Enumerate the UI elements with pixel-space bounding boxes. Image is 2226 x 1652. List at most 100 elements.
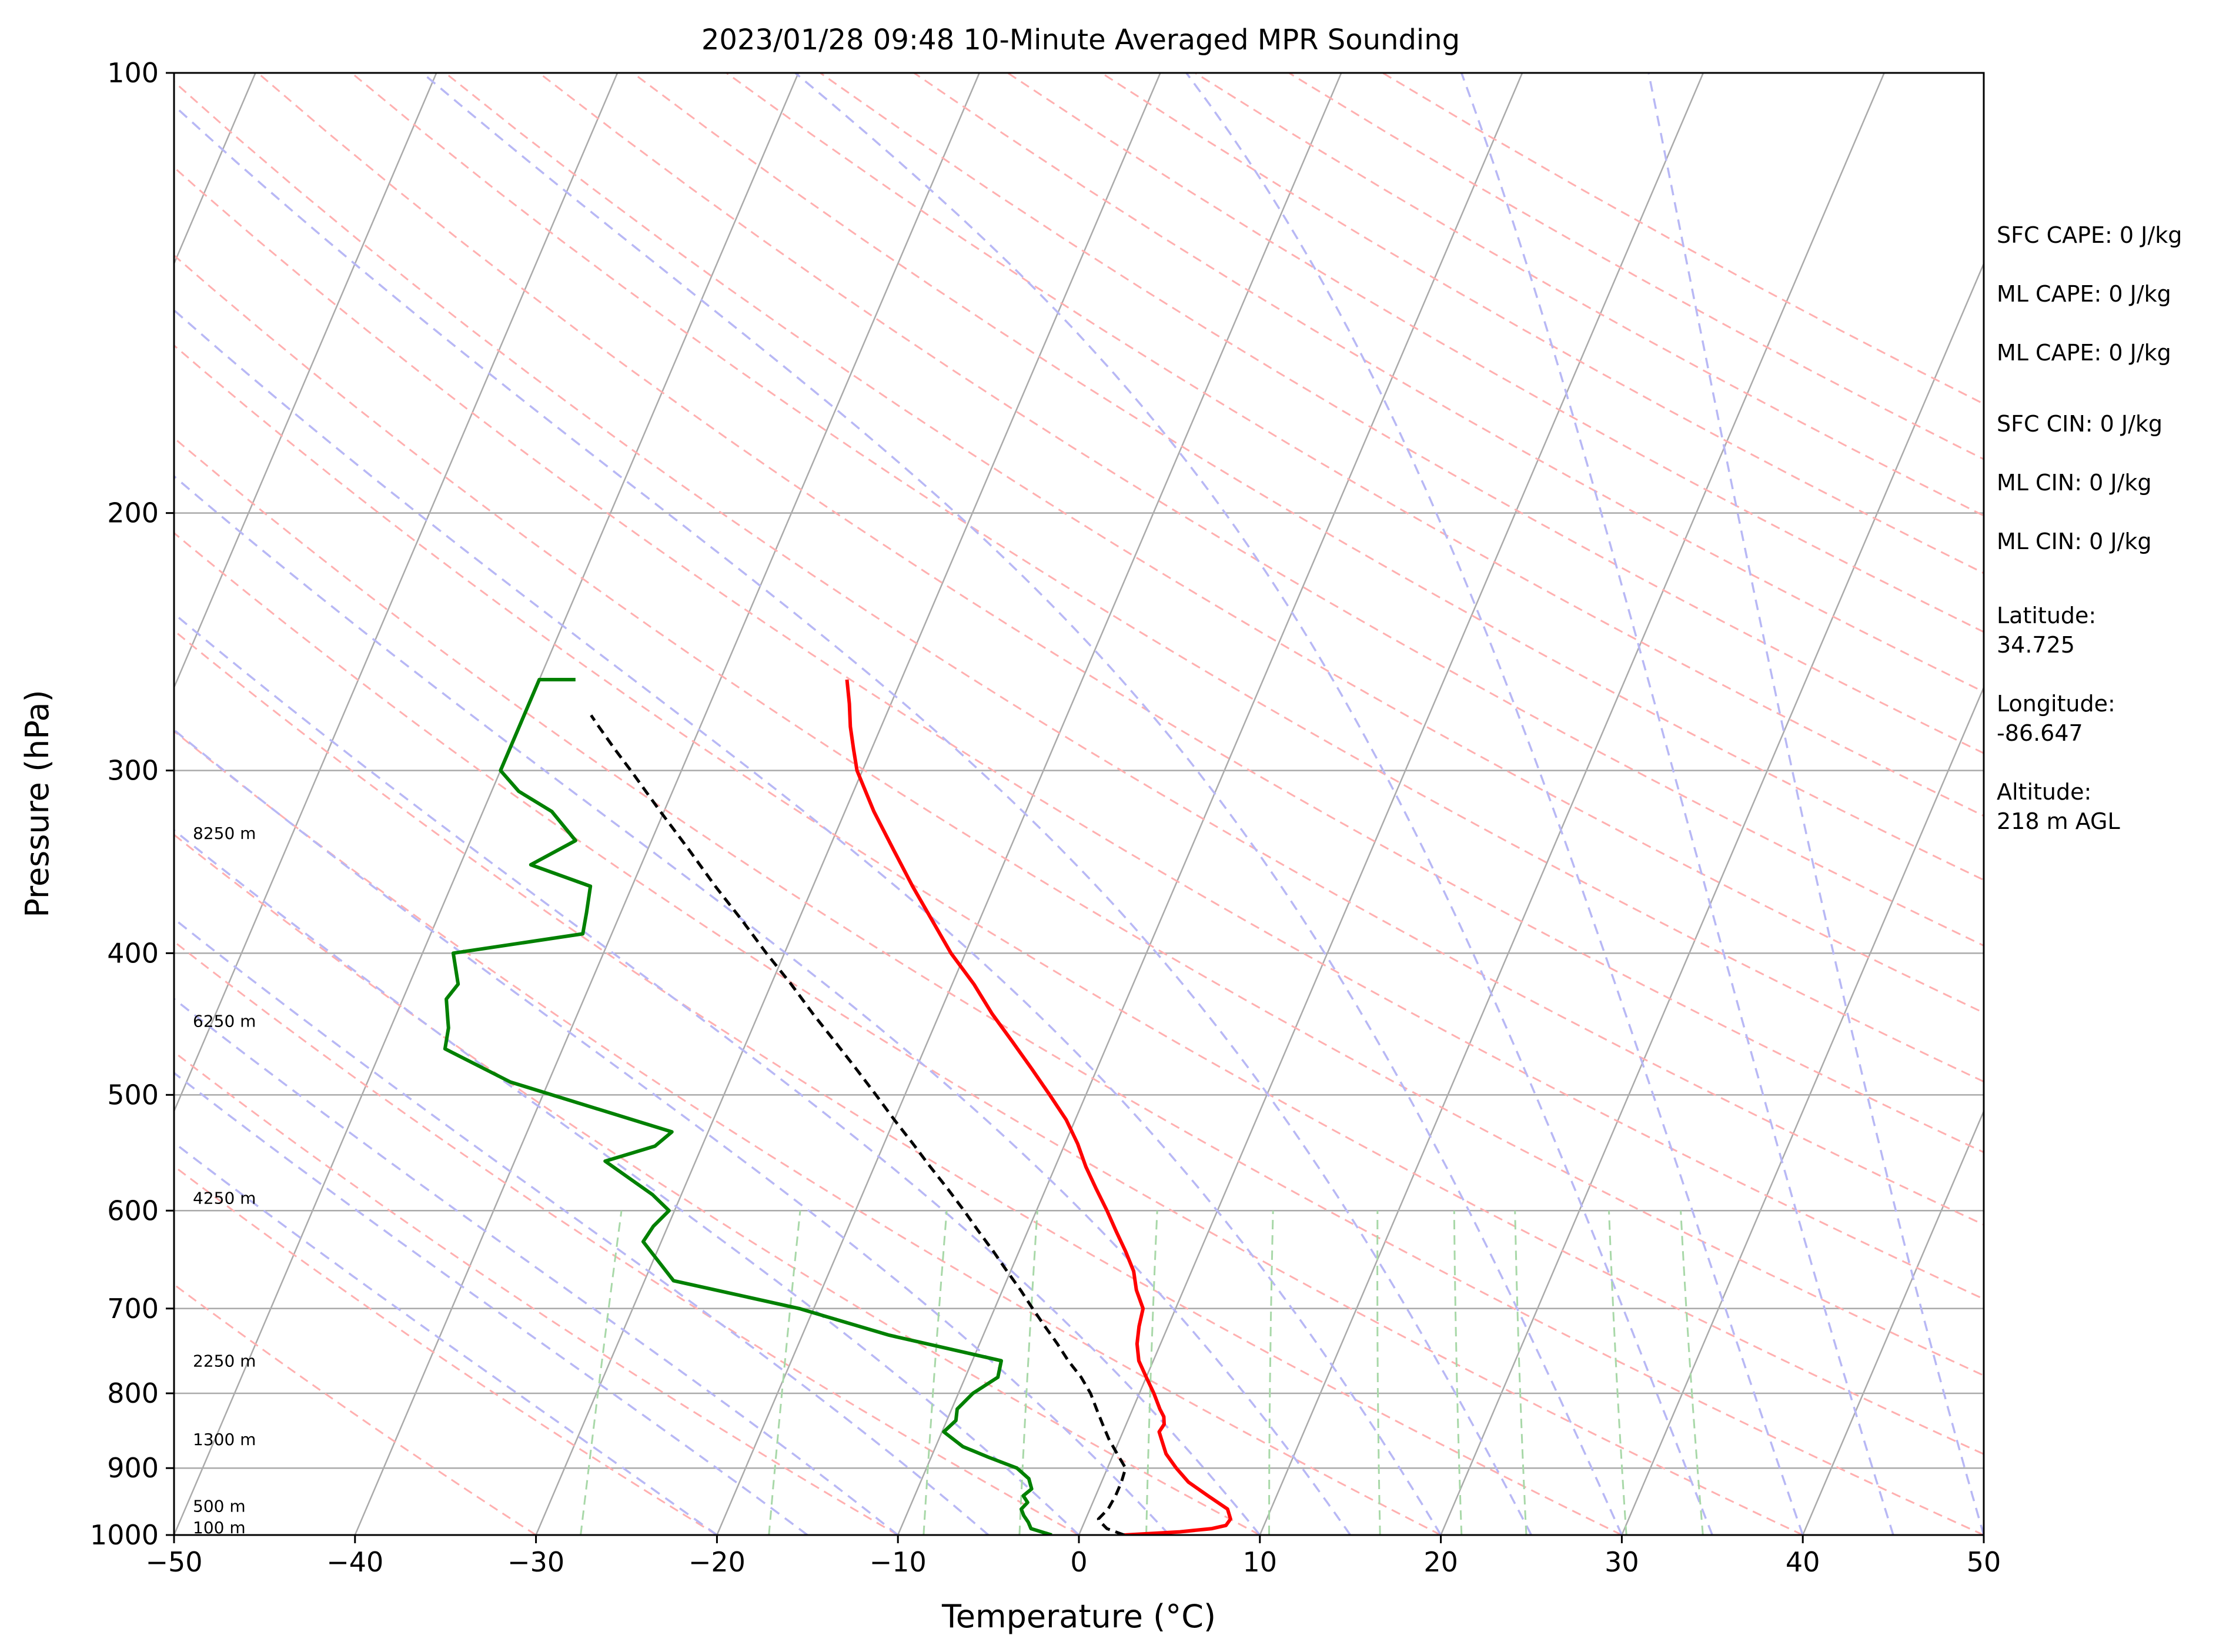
isotherm-line — [1259, 73, 1885, 1535]
dry-adiabat-line — [174, 436, 1984, 1535]
y-tick-label: 100 — [107, 57, 159, 89]
sounding-parameter-text: ML CIN: 0 J/kg — [1997, 470, 2151, 496]
x-tick-label: 20 — [1423, 1546, 1458, 1578]
mixing-ratio-line — [1453, 1210, 1463, 1535]
dry-adiabat-line — [174, 81, 1984, 1226]
x-tick-label: 50 — [1967, 1546, 2001, 1578]
sounding-parameter-text: ML CAPE: 0 J/kg — [1997, 340, 2171, 366]
isotherm-line — [897, 73, 1523, 1535]
mixing-ratio-line — [1376, 1210, 1381, 1535]
x-axis-label: Temperature (°C) — [941, 1598, 1216, 1635]
dry-adiabat-line — [913, 73, 1984, 693]
sounding-parameter-text: Latitude: 34.725 — [1997, 603, 2096, 658]
temperature-line — [845, 679, 1232, 1535]
dewpoint-line — [443, 678, 1052, 1535]
height-label: 6250 m — [193, 1011, 256, 1031]
moist-adiabat-line — [174, 474, 1352, 1535]
mixing-ratio-line — [1608, 1210, 1627, 1535]
x-tick-label: −50 — [145, 1546, 202, 1578]
sounding-parameter-text: ML CIN: 0 J/kg — [1997, 529, 2151, 554]
dry-adiabat-line — [174, 1283, 537, 1535]
moist-adiabat-line — [174, 917, 990, 1535]
y-tick-label: 900 — [107, 1452, 159, 1484]
y-axis-label: Pressure (hPa) — [19, 690, 56, 917]
isotherm-line — [1440, 262, 1984, 1535]
y-tick-label: 1000 — [90, 1519, 159, 1551]
dry-adiabat-line — [444, 73, 1984, 1014]
moist-adiabat-line — [1647, 73, 1984, 1535]
moist-adiabat-line — [174, 997, 899, 1535]
height-label: 8250 m — [193, 824, 256, 843]
dry-adiabat-line — [174, 344, 1984, 1456]
dry-adiabat-line — [174, 166, 1984, 1300]
mixing-ratio-line — [580, 1210, 623, 1535]
moist-adiabat-line — [174, 309, 1442, 1535]
isotherm-line — [174, 73, 800, 1535]
height-label: 500 m — [193, 1496, 246, 1516]
x-tick-label: 40 — [1786, 1546, 1820, 1578]
mixing-ratio-line — [1268, 1210, 1274, 1535]
x-tick-label: −40 — [326, 1546, 383, 1578]
x-tick-label: 30 — [1605, 1546, 1639, 1578]
dry-adiabat-line — [174, 531, 1803, 1535]
moist-adiabat-line — [1460, 73, 1894, 1535]
height-label: 1300 m — [193, 1430, 256, 1449]
isotherm-line — [1621, 685, 1984, 1535]
y-axis: 100 200 300 400 500 600 700 800 900 1000 — [90, 57, 174, 1551]
sounding-parameter-text: SFC CIN: 0 J/kg — [1997, 411, 2163, 437]
y-tick-label: 200 — [107, 497, 159, 529]
isotherm-line — [716, 73, 1342, 1535]
isotherm-line — [1802, 1109, 1984, 1535]
parcel-path-line — [590, 714, 1127, 1535]
isotherm-line — [535, 73, 1161, 1535]
moist-adiabat-line — [422, 73, 1623, 1535]
moist-adiabat-line — [794, 73, 1713, 1535]
x-tick-label: −30 — [507, 1546, 564, 1578]
y-tick-label: 500 — [107, 1079, 159, 1111]
dry-adiabat-line — [632, 73, 1984, 881]
x-tick-label: 0 — [1070, 1546, 1087, 1578]
y-tick-label: 600 — [107, 1195, 159, 1226]
mixing-ratio-line — [1680, 1210, 1704, 1535]
y-tick-label: 700 — [107, 1293, 159, 1325]
moist-adiabat-line — [174, 728, 1171, 1535]
dry-adiabat-line — [174, 833, 1261, 1535]
height-label: 4250 m — [193, 1188, 256, 1208]
dry-adiabat-line — [257, 73, 1984, 1153]
moist-adiabat-line — [174, 612, 1261, 1535]
sounding-parameter-text: Altitude: 218 m AGL — [1997, 779, 2120, 834]
dry-adiabat-line — [174, 1051, 898, 1535]
moist-adiabat-line — [1185, 73, 1804, 1535]
sounding-profiles — [443, 678, 1232, 1535]
sounding-parameters: SFC CAPE: 0 J/kg ML CAPE: 0 J/kg ML CAPE: … — [1997, 222, 2182, 834]
isotherm-line — [1078, 73, 1704, 1535]
sounding-parameter-text: SFC CAPE: 0 J/kg — [1997, 222, 2182, 248]
height-label: 2250 m — [193, 1352, 256, 1371]
mixing-ratio-line — [1145, 1210, 1158, 1535]
moist-adiabat-line — [174, 1141, 718, 1535]
mixing-ratio-line — [923, 1210, 948, 1535]
x-tick-label: −20 — [688, 1546, 746, 1578]
y-tick-label: 300 — [107, 755, 159, 787]
isotherm-line — [174, 73, 619, 1113]
isotherm-line — [174, 73, 437, 690]
height-labels: 100 m 500 m 1300 m 2250 m 4250 m 6250 m 8250 m — [193, 824, 256, 1537]
dry-adiabat-line — [820, 73, 1984, 754]
y-tick-label: 400 — [107, 937, 159, 969]
height-label: 100 m — [193, 1518, 246, 1537]
sounding-parameter-text: ML CAPE: 0 J/kg — [1997, 281, 2171, 307]
isotherm-line — [354, 73, 980, 1535]
mixing-ratio-line — [1514, 1210, 1528, 1535]
x-tick-label: 10 — [1243, 1546, 1278, 1578]
sounding-parameter-text: Longitude: -86.647 — [1997, 691, 2115, 746]
thermodynamic-background — [174, 73, 1984, 1535]
dry-adiabat-line — [174, 940, 1079, 1535]
x-axis: −50 −40 −30 −20 −10 0 10 20 30 40 50 — [145, 1535, 2001, 1578]
dry-adiabat-line — [174, 730, 1442, 1535]
mixing-ratio-line — [768, 1210, 801, 1535]
moist-adiabat-line — [174, 828, 1080, 1535]
y-tick-label: 800 — [107, 1377, 159, 1409]
x-tick-label: −10 — [870, 1546, 927, 1578]
